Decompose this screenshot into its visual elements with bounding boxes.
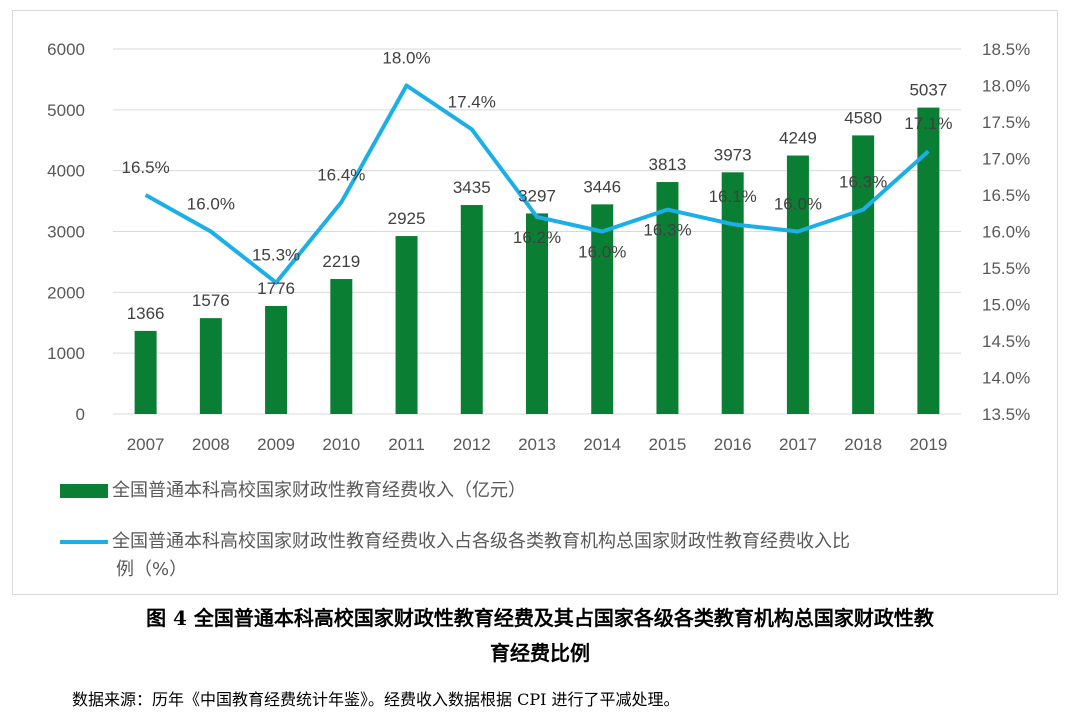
bar-value-label: 1576 [192,291,230,310]
legend-line: 全国普通本科高校国家财政性教育经费收入占各级各类教育机构总国家财政性教育经费收入… [60,528,850,584]
right-axis-tick: 15.0% [982,296,1030,315]
right-axis-tick: 14.5% [982,332,1030,351]
right-axis-tick: 18.0% [982,77,1030,96]
line-value-label: 16.2% [513,228,561,247]
right-axis-tick: 17.0% [982,150,1030,169]
x-axis-tick: 2008 [192,435,230,454]
right-axis-tick: 18.5% [982,40,1030,59]
bar [917,107,940,415]
bar [721,172,744,414]
bar [591,204,614,414]
legend-line-swatch [60,540,108,544]
x-axis-tick: 2014 [583,435,621,454]
x-axis-tick: 2013 [518,435,556,454]
bar-value-label: 3446 [583,177,621,196]
bar-value-label: 1776 [257,279,295,298]
x-axis-tick: 2012 [453,435,491,454]
line-value-label: 16.5% [122,158,170,177]
bar-value-label: 1366 [127,304,165,323]
legend-bar: 全国普通本科高校国家财政性教育经费收入（亿元） [60,476,526,502]
bar [460,205,483,414]
chart: 0 1000 2000 3000 4000 5000 6000 13.5% 14.0% 14.5%… [47,40,1030,454]
line-value-label: 16.1% [709,187,757,206]
right-axis-tick: 14.0% [982,369,1030,388]
bar-value-label: 5037 [909,81,947,100]
x-axis-tick: 2017 [779,435,817,454]
line-value-label: 16.3% [839,173,887,192]
bar-value-label: 2925 [388,209,426,228]
x-axis-tick: 2009 [257,435,295,454]
bar [199,318,222,414]
bar-value-label: 3973 [714,145,752,164]
line-value-label: 15.3% [252,246,300,265]
line-value-label: 16.3% [643,221,691,240]
line-value-label: 17.1% [904,114,952,133]
bar [395,236,418,414]
legend-line-label-cont: 例（%） [116,559,188,580]
right-axis-tick: 17.5% [982,113,1030,132]
bar-value-label: 4580 [844,108,882,127]
bar-value-label: 3435 [453,178,491,197]
right-axis-tick: 15.5% [982,259,1030,278]
x-axis-tick: 2015 [649,435,687,454]
data-source: 数据来源：历年《中国教育经费统计年鉴》。经费收入数据根据 CPI 进行了平减处理… [72,690,680,709]
legend-bar-swatch [60,484,108,498]
left-axis-tick: 4000 [47,162,85,181]
bar-value-label: 3297 [518,186,556,205]
legend-bar-label: 全国普通本科高校国家财政性教育经费收入（亿元） [112,480,526,501]
left-axis-tick: 6000 [47,40,85,59]
line-value-label: 16.0% [774,195,822,214]
left-axis-tick: 3000 [47,223,85,242]
x-axis-tick: 2007 [127,435,165,454]
bar-value-label: 2219 [322,252,360,271]
bar [526,213,548,414]
x-axis-tick: 2016 [714,435,752,454]
bar-value-label: 4249 [779,129,817,148]
line-value-label: 17.4% [448,92,496,111]
bar [134,330,157,414]
x-axis-tick: 2019 [909,435,947,454]
line-value-label: 16.0% [578,243,626,262]
bar [786,155,809,414]
line-value-label: 16.0% [187,195,235,214]
right-axis-tick: 13.5% [982,405,1030,424]
bar [265,305,288,414]
legend-line-label: 全国普通本科高校国家财政性教育经费收入占各级各类教育机构总国家财政性教育经费收入… [112,531,850,552]
x-axis-tick: 2010 [322,435,360,454]
bar [656,182,679,414]
right-axis-tick: 16.5% [982,186,1030,205]
left-axis-tick: 0 [76,405,85,424]
left-axis-tick: 2000 [47,283,85,302]
line-series [144,83,930,285]
x-axis-tick: 2011 [388,435,425,454]
figure-caption-cont: 育经费比例 [490,641,590,665]
x-axis-tick: 2018 [844,435,882,454]
bar [330,279,353,414]
line-value-label: 18.0% [382,49,430,68]
chart-frame [12,10,1058,595]
right-axis-tick: 16.0% [982,223,1030,242]
bar-value-label: 3813 [649,155,687,174]
line-value-label: 16.4% [317,165,365,184]
figure-caption: 图 4 全国普通本科高校国家财政性教育经费及其占国家各级各类教育机构总国家财政性… [146,606,934,630]
left-axis-tick: 5000 [47,101,85,120]
left-axis-tick: 1000 [47,344,85,363]
